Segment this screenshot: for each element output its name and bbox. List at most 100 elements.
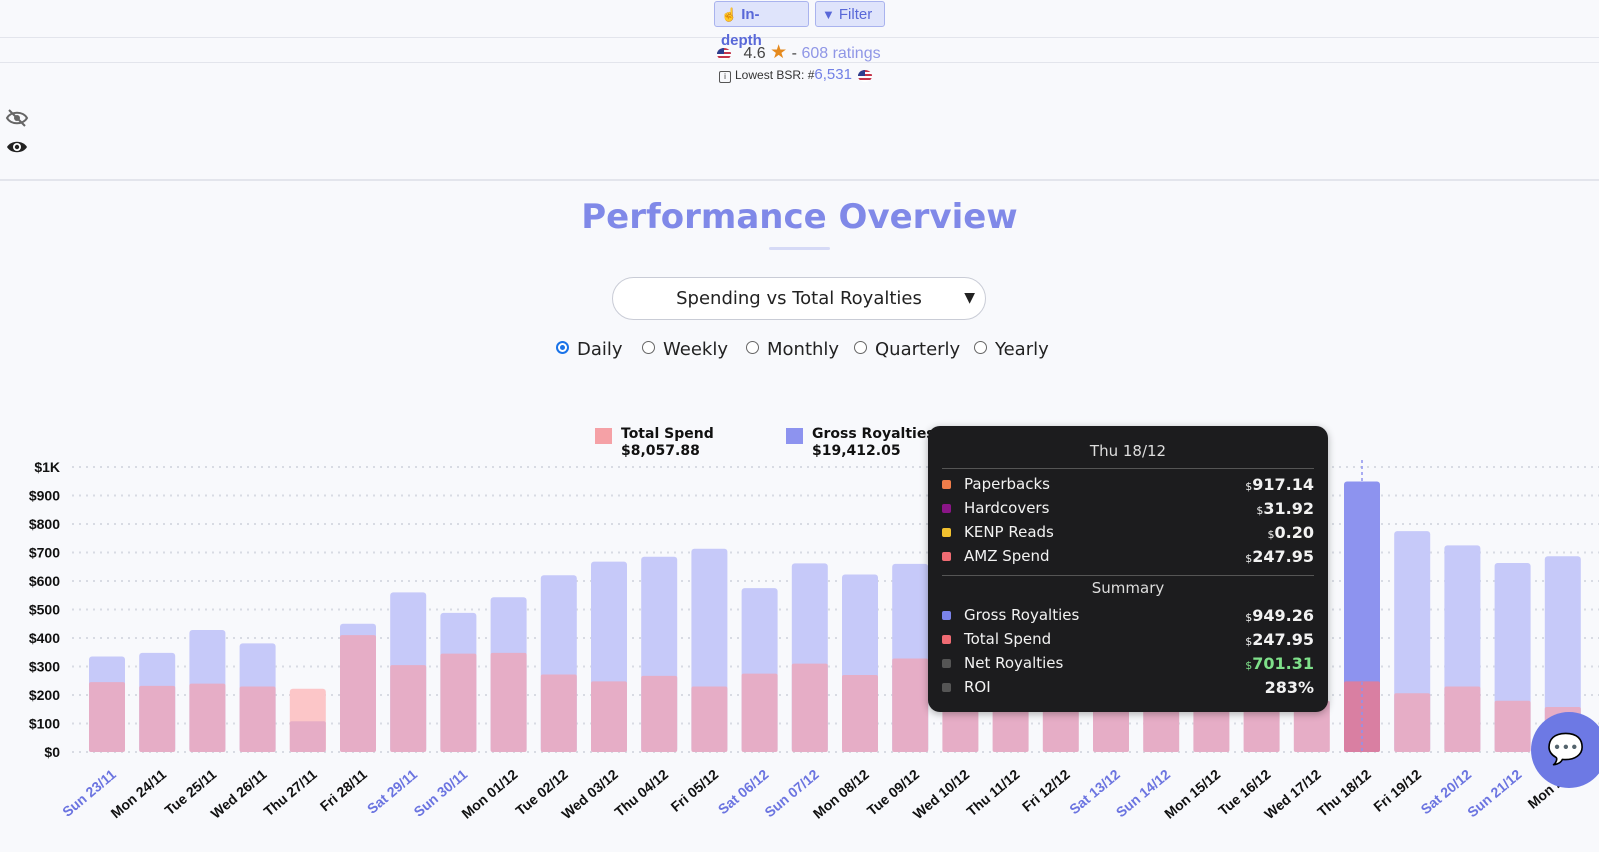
x-tick-label: Thu 18/12 xyxy=(1314,766,1374,820)
spend-bar xyxy=(1444,686,1481,752)
x-tick-label: Wed 10/12 xyxy=(910,766,973,822)
spend-bar xyxy=(992,702,1029,752)
amount: 0.20 xyxy=(1274,523,1314,542)
x-tick-label: Mon 15/12 xyxy=(1161,766,1223,822)
spend-bar xyxy=(892,658,929,752)
spend-bar xyxy=(1394,693,1431,752)
legend-gross-royalties[interactable]: Gross Royalties $19,412.05 xyxy=(786,426,935,460)
spend-bar xyxy=(741,673,778,752)
tooltip-row-gross-royalties: Gross Royalties $949.26 xyxy=(942,606,1314,626)
spend-bar xyxy=(540,674,577,752)
period-weekly-label: Weekly xyxy=(663,339,728,360)
radio-dot xyxy=(556,341,569,354)
tooltip-value: $0.20 xyxy=(1268,523,1314,542)
spend-bar xyxy=(289,721,326,752)
legend-swatch-royalties xyxy=(786,428,803,444)
tooltip-row-kenp: KENP Reads $0.20 xyxy=(942,523,1314,543)
eye-icon[interactable] xyxy=(5,137,29,162)
tooltip-row-roi: ROI 283% xyxy=(942,678,1314,698)
rating-score: 4.6 xyxy=(743,45,766,62)
filter-button[interactable]: ▼ Filter xyxy=(815,1,885,27)
chevron-down-icon: ▼ xyxy=(964,290,975,306)
spend-bar xyxy=(1193,699,1230,752)
info-icon: i xyxy=(719,71,731,83)
currency: $ xyxy=(1256,504,1264,517)
tooltip-label: KENP Reads xyxy=(964,523,1054,541)
y-tick-label: $800 xyxy=(29,516,60,532)
x-tick-label: Fri 19/12 xyxy=(1370,766,1424,815)
legend-spend-label: Total Spend xyxy=(621,426,714,442)
tooltip-label: AMZ Spend xyxy=(964,547,1050,565)
amount: 949.26 xyxy=(1252,606,1314,625)
legend-total-spend[interactable]: Total Spend $8,057.88 xyxy=(595,426,714,460)
in-depth-button[interactable]: ☝ In-depth xyxy=(714,1,809,49)
period-monthly[interactable]: Monthly xyxy=(746,339,839,360)
rating-row: 4.6 ★ - 608 ratings xyxy=(0,38,1599,63)
period-weekly[interactable]: Weekly xyxy=(642,339,728,360)
spend-bar xyxy=(490,652,527,752)
x-tick-label: Mon 08/12 xyxy=(810,766,872,822)
tooltip-value: $247.95 xyxy=(1245,547,1314,566)
spend-bar xyxy=(440,653,477,752)
tooltip-label: Total Spend xyxy=(964,630,1052,648)
spend-bar xyxy=(942,700,979,752)
chart-tooltip: Thu 18/12 Paperbacks $917.14 Hardcovers $3… xyxy=(928,426,1328,712)
currency: $ xyxy=(1245,635,1253,648)
currency: $ xyxy=(1267,528,1275,541)
y-tick-label: $1K xyxy=(34,459,60,475)
x-tick-label: Sun 21/12 xyxy=(1464,766,1525,820)
currency: $ xyxy=(1245,659,1253,672)
y-tick-label: $200 xyxy=(29,687,60,703)
filter-label: Filter xyxy=(838,6,873,23)
y-tick-label: $500 xyxy=(29,602,60,618)
total-spend-dot xyxy=(942,635,951,644)
legend-royalties-label: Gross Royalties xyxy=(812,426,935,442)
spend-bar xyxy=(842,675,878,752)
x-tick-label: Wed 17/12 xyxy=(1261,766,1324,822)
performance-bar-chart[interactable]: $0 $100 $200 $300 $400 $500 $600 $700 $800 $900 $1… xyxy=(0,440,1599,852)
currency: $ xyxy=(1245,552,1253,565)
tooltip-label: ROI xyxy=(964,678,991,696)
amount: 701.31 xyxy=(1252,654,1314,673)
spend-bar xyxy=(641,675,678,752)
filter-icon: ▼ xyxy=(822,7,835,22)
lowest-bsr: i Lowest BSR: #6,531 xyxy=(719,66,873,83)
chat-bubble-icon: 💬 xyxy=(1547,732,1585,767)
y-tick-label: $600 xyxy=(29,573,60,589)
ratings-count-link[interactable]: 608 ratings xyxy=(801,45,881,62)
chat-widget-button[interactable]: 💬 xyxy=(1531,712,1599,788)
tooltip-row-net-royalties: Net Royalties $701.31 xyxy=(942,654,1314,674)
rating-summary: 4.6 ★ - 608 ratings xyxy=(717,41,881,64)
spend-bar xyxy=(139,685,176,752)
spend-bar xyxy=(239,686,276,752)
tooltip-value: $31.92 xyxy=(1256,499,1314,518)
x-tick-label: Wed 03/12 xyxy=(558,766,621,822)
spend-bar xyxy=(189,683,226,752)
period-daily-label: Daily xyxy=(577,339,623,360)
bsr-value: 6,531 xyxy=(814,66,852,83)
roi-dot xyxy=(942,683,951,692)
spend-bar xyxy=(1243,700,1280,752)
period-yearly[interactable]: Yearly xyxy=(974,339,1049,360)
legend-royalties-value: $19,412.05 xyxy=(812,443,901,459)
period-daily[interactable]: Daily xyxy=(556,339,623,360)
x-tick-label: Thu 11/12 xyxy=(963,766,1022,819)
y-tick-label: $900 xyxy=(29,488,60,504)
gross-royalties-dot xyxy=(942,611,951,620)
period-quarterly[interactable]: Quarterly xyxy=(854,339,960,360)
chart-type-select[interactable]: Spending vs Total Royalties ▼ xyxy=(612,277,986,320)
spend-bar xyxy=(1042,700,1079,752)
x-tick-label: Wed 26/11 xyxy=(208,766,270,822)
tooltip-row-hardcovers: Hardcovers $31.92 xyxy=(942,499,1314,519)
currency: $ xyxy=(1245,480,1253,493)
amount: 31.92 xyxy=(1263,499,1314,518)
hand-pointer-icon: ☝ xyxy=(721,7,738,22)
amount: 247.95 xyxy=(1252,547,1314,566)
bsr-label: Lowest BSR: # xyxy=(735,68,815,82)
tooltip-summary-title: Summary xyxy=(1091,579,1165,597)
x-tick-label: Thu 04/12 xyxy=(611,766,671,820)
y-tick-label: $300 xyxy=(29,659,60,675)
eye-slash-icon[interactable] xyxy=(5,108,29,133)
y-tick-label: $100 xyxy=(29,716,60,732)
y-tick-label: $700 xyxy=(29,545,60,561)
